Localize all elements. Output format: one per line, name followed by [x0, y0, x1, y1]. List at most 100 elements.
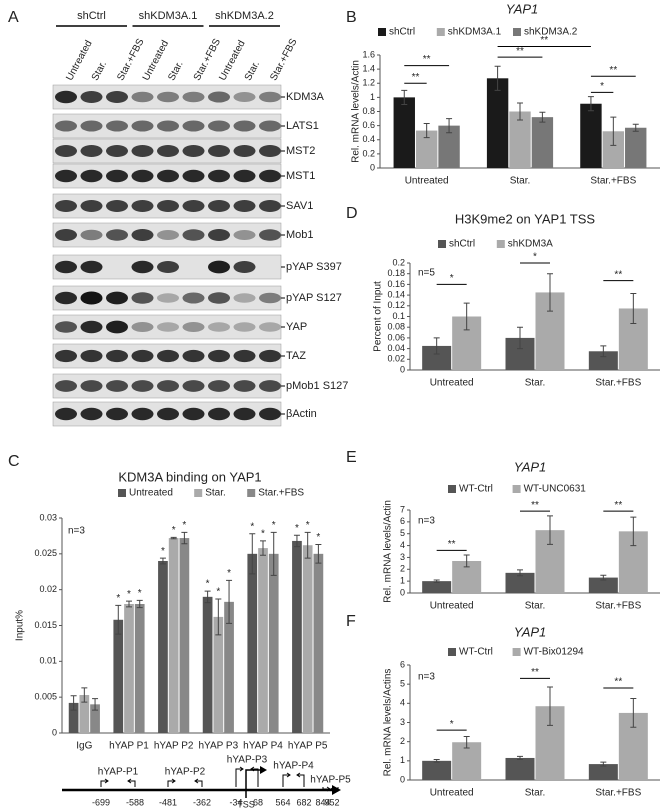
significance-label: **: [531, 667, 539, 678]
bar: [505, 572, 535, 593]
y-tick-label: 1: [370, 92, 375, 102]
row-label: MST2: [286, 145, 315, 157]
error-bar: [600, 345, 607, 358]
error-bar: [226, 579, 233, 624]
blot-band: [233, 349, 256, 363]
x-tick-label: hYAP P1: [109, 741, 149, 752]
primer-arrow: [296, 772, 305, 787]
y-tick-label: 1: [400, 576, 405, 586]
panel-label: C: [8, 453, 20, 470]
error-bar: [181, 531, 188, 545]
error-bar: [547, 273, 553, 312]
legend-swatch: [378, 28, 386, 36]
blot-band: [106, 291, 128, 305]
significance-label: *: [306, 520, 310, 531]
blot-band: [259, 349, 281, 363]
bar: [224, 601, 234, 733]
error-bar: [517, 102, 523, 121]
blot-band: [106, 200, 128, 212]
significance-label: *: [216, 587, 220, 598]
legend-label: WT-Bix01294: [524, 647, 584, 658]
significance-label: **: [423, 54, 431, 65]
y-tick-label: 0: [400, 774, 405, 784]
y-tick-label: 0: [400, 364, 405, 374]
error-bar: [632, 123, 639, 132]
position-label: 68: [253, 797, 263, 807]
x-tick-label: Star.: [510, 176, 531, 187]
y-tick-label: 0.025: [34, 548, 57, 558]
bar: [415, 130, 438, 168]
error-bar: [249, 533, 256, 575]
note: n=3: [418, 516, 435, 527]
blot-band: [80, 291, 103, 305]
bar: [602, 131, 625, 168]
tss-arrow: [245, 769, 262, 798]
blot-band: [233, 293, 256, 303]
tss-label: TSS: [237, 799, 255, 809]
blot-band: [259, 380, 281, 392]
position-label: -481: [159, 797, 177, 807]
blot-band: [131, 120, 154, 132]
blot-band: [182, 380, 205, 392]
bar: [588, 764, 618, 780]
panel-label: D: [346, 205, 358, 222]
blot-band: [131, 407, 154, 421]
y-tick-label: 0.1: [392, 311, 405, 321]
significance-label: *: [116, 593, 120, 604]
bar: [486, 78, 509, 168]
y-axis-label: Percent of Input: [373, 281, 384, 352]
primer-arrow: [282, 772, 291, 787]
error-bar: [630, 698, 637, 728]
blot-band: [55, 291, 77, 305]
blot-band: [233, 230, 256, 240]
blot-band: [80, 169, 103, 183]
error-bar: [463, 735, 470, 749]
y-axis-label: Input%: [15, 610, 26, 641]
blot-band: [233, 322, 256, 332]
error-bar: [159, 557, 166, 565]
y-tick-label: 0: [370, 162, 375, 172]
bar: [158, 561, 168, 733]
blot-band: [233, 261, 256, 273]
blot-band: [182, 200, 205, 212]
blot-band: [233, 120, 256, 132]
y-axis-label: Rel. mRNA levels/Actins: [383, 669, 394, 777]
primer-label: hYAP-P4: [273, 761, 314, 772]
error-bar: [204, 590, 211, 604]
bar: [202, 596, 213, 733]
chart-title: YAP1: [514, 624, 547, 639]
chart-title: H3K9me2 on YAP1 TSS: [455, 211, 596, 226]
y-tick-label: 6: [400, 659, 405, 669]
significance-label: *: [161, 546, 165, 557]
y-tick-label: 4: [400, 698, 405, 708]
note: n=3: [68, 526, 85, 537]
row-label: pYAP S127: [286, 292, 342, 304]
row-label: pYAP S397: [286, 261, 342, 273]
note: n=3: [418, 672, 435, 683]
y-tick-label: 0.16: [387, 279, 405, 289]
primer-arrow: [100, 778, 109, 787]
blot-band: [182, 91, 205, 103]
significance-label: *: [533, 252, 537, 263]
y-tick-label: 4: [400, 540, 405, 550]
bar: [509, 111, 531, 168]
blot-band: [182, 349, 205, 363]
y-tick-label: 0.2: [392, 257, 405, 267]
legend-swatch: [438, 240, 446, 248]
legend-label: Star.+FBS: [258, 488, 304, 499]
y-tick-label: 3: [400, 717, 405, 727]
chart-title: YAP1: [514, 459, 547, 474]
bar: [247, 553, 258, 733]
bar: [531, 117, 554, 168]
significance-label: *: [172, 525, 176, 536]
blot-band: [80, 260, 103, 274]
significance-label: *: [250, 521, 254, 532]
blot-band: [55, 145, 77, 157]
primer-label: hYAP-P5: [310, 775, 351, 786]
blot-band: [182, 169, 205, 183]
blot-band: [259, 407, 281, 421]
bar: [313, 553, 324, 733]
y-tick-label: 0.4: [362, 134, 375, 144]
y-tick-label: 7: [400, 504, 405, 514]
significance-label: *: [295, 523, 299, 534]
